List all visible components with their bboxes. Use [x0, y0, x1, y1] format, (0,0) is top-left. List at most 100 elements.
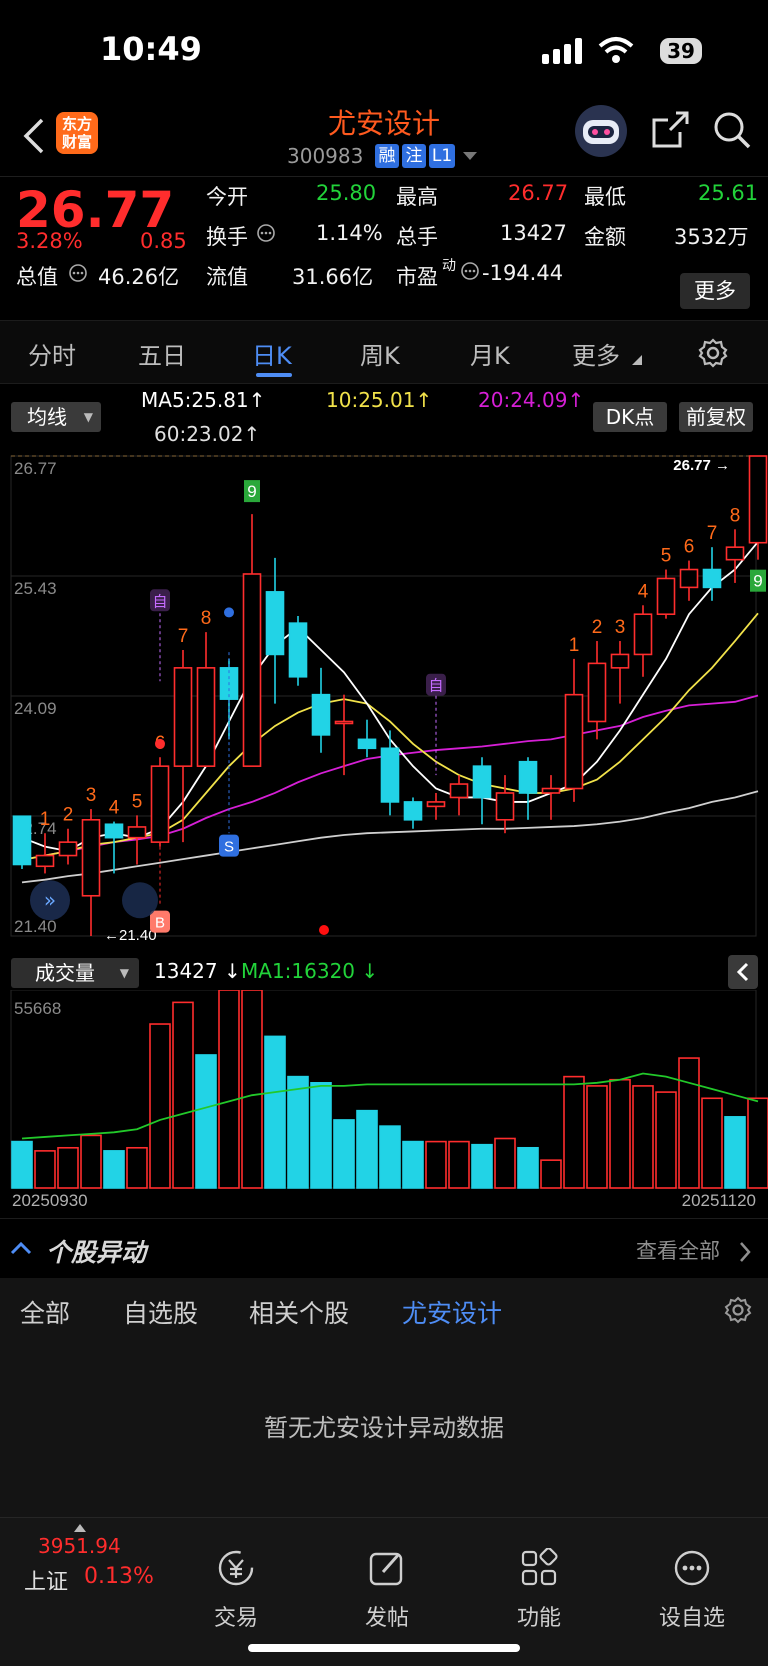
nav-add-watchlist[interactable]: 设自选 [642, 1548, 742, 1632]
volume-bar [724, 1116, 746, 1189]
candle-body [173, 667, 193, 767]
search-icon[interactable] [712, 110, 752, 150]
nav-trade[interactable]: 交易 [186, 1548, 286, 1632]
nine-turn-label: 8 [201, 608, 212, 629]
alert-tab-watchlist[interactable]: 自选股 [123, 1299, 199, 1328]
volume-bar [218, 990, 240, 1189]
assistant-robot-icon[interactable] [574, 104, 628, 158]
nine-turn-label: 9 [753, 572, 762, 591]
nine-turn-box [750, 569, 766, 592]
tab-more[interactable]: 更多 [572, 342, 620, 370]
pe-label: 市盈 [396, 265, 438, 289]
nine-turn-label: 7 [707, 523, 718, 544]
info-icon[interactable] [460, 261, 480, 281]
candle-body [242, 573, 262, 767]
tab-more-caret-icon [632, 355, 642, 365]
volume-bar [379, 1125, 401, 1189]
volume-max-label: 55668 [14, 999, 61, 1018]
more-dots-icon [674, 1550, 710, 1586]
double-chevron-icon: » [44, 888, 56, 912]
volume-end-date: 20251120 [682, 1191, 756, 1210]
nav-functions[interactable]: 功能 [489, 1547, 589, 1632]
amount-value: 3532万 [674, 225, 749, 249]
chevron-up-icon[interactable] [10, 1239, 32, 1255]
bottom-nav: 3951.94 上证 0.13% 交易 发帖 功能 设自选 [0, 1517, 768, 1666]
signal-dot [224, 607, 234, 618]
nav-post[interactable]: 发帖 [337, 1548, 437, 1632]
view-all-link[interactable]: 查看全部 [636, 1239, 720, 1263]
alert-tab-all[interactable]: 全部 [20, 1299, 71, 1328]
tag-level: L1 [429, 144, 455, 168]
index-ticker[interactable]: 3951.94 上证 0.13% [0, 1518, 154, 1618]
dk-point-button[interactable]: DK点 [593, 402, 667, 432]
change-percent: 3.28% [16, 229, 83, 253]
adjust-mode-button[interactable]: 前复权 [679, 402, 753, 432]
alert-tab-related[interactable]: 相关个股 [249, 1299, 350, 1328]
low-label: 最低 [584, 185, 626, 209]
alerts-empty-state: 暂无尤安设计异动数据 [0, 1342, 768, 1517]
nine-turn-label: 9 [247, 482, 256, 501]
info-icon[interactable] [68, 263, 88, 283]
tab-daily-k[interactable]: 日K [252, 342, 292, 370]
y-tick-label: 26.77 [14, 459, 57, 478]
dropdown-caret-icon[interactable] [463, 152, 477, 162]
nine-turn-label: 5 [661, 546, 672, 567]
nine-turn-label: 7 [178, 626, 189, 647]
open-value: 25.80 [316, 181, 377, 205]
volume-bar [540, 1159, 562, 1189]
chevron-right-icon[interactable] [738, 1241, 752, 1263]
volume-bar [241, 990, 263, 1189]
index-name: 上证 [24, 1570, 69, 1595]
tab-five-day[interactable]: 五日 [138, 342, 186, 370]
alert-tabs: 全部 自选股 相关个股 尤安设计 [0, 1278, 768, 1342]
float-cap-label: 流值 [206, 265, 248, 289]
collapse-panel-button[interactable] [728, 955, 758, 989]
turnover-value: 1.14% [316, 221, 383, 245]
tab-monthly-k[interactable]: 月K [470, 342, 510, 370]
candle-body [449, 783, 469, 799]
nine-turn-label: 2 [592, 617, 603, 638]
tag-margin: 融 [375, 144, 399, 168]
last-price-label: 26.77 → [673, 457, 730, 474]
candle-body [426, 801, 446, 808]
wifi-icon [598, 37, 634, 63]
alert-settings-icon[interactable] [724, 1296, 752, 1324]
info-icon[interactable] [256, 223, 276, 243]
settings-gear-icon[interactable] [698, 338, 728, 368]
change-amount: 0.85 [140, 229, 187, 253]
quote-panel: 26.77 3.28% 0.85 总值 46.26亿 今开 25.80 最高 2… [0, 176, 768, 321]
more-button[interactable]: 更多 [680, 273, 750, 309]
volume-indicator-selector[interactable]: 成交量 ▼ [11, 958, 139, 988]
sell-marker-bg [219, 834, 239, 857]
candle-body [679, 568, 699, 589]
indicator-selector-label: 均线 [27, 405, 67, 429]
volume-bar [448, 1140, 470, 1189]
tab-weekly-k[interactable]: 周K [360, 342, 400, 370]
low-value: 25.61 [698, 181, 759, 205]
nine-turn-label: 1 [569, 635, 580, 656]
volume-current: 13427 ↓ [154, 959, 241, 983]
candle-body [81, 818, 101, 897]
volume-bar [678, 1057, 700, 1189]
stock-alerts-title: 个股异动 [46, 1238, 147, 1267]
ma60-text: 60:23.02 [154, 422, 244, 446]
volume-ma1: MA1:16320 ↓ [241, 959, 379, 983]
tab-intraday[interactable]: 分时 [28, 342, 76, 370]
indicator-selector[interactable]: 均线 ▼ [11, 402, 101, 432]
volume-header: 成交量 ▼ 13427 ↓ MA1:16320 ↓ [0, 955, 768, 989]
buy-marker: B [155, 915, 165, 932]
volume-bar [563, 1075, 585, 1189]
alert-tab-this-stock[interactable]: 尤安设计 [402, 1299, 503, 1328]
brand-logo: 东方 财富 [56, 112, 98, 154]
share-icon[interactable] [650, 110, 690, 150]
volume-bar [356, 1109, 378, 1189]
volume-chart[interactable]: 55668 20250930 20251120 [0, 990, 768, 1210]
nine-turn-label: 4 [109, 798, 120, 819]
adjust-mode-label: 前复权 [686, 405, 746, 429]
volume-bar [126, 1146, 148, 1189]
back-arrow-icon[interactable] [22, 118, 46, 154]
volume-bar [34, 1150, 56, 1189]
expand-chart-button [122, 882, 158, 919]
nine-turn-box [244, 480, 260, 503]
